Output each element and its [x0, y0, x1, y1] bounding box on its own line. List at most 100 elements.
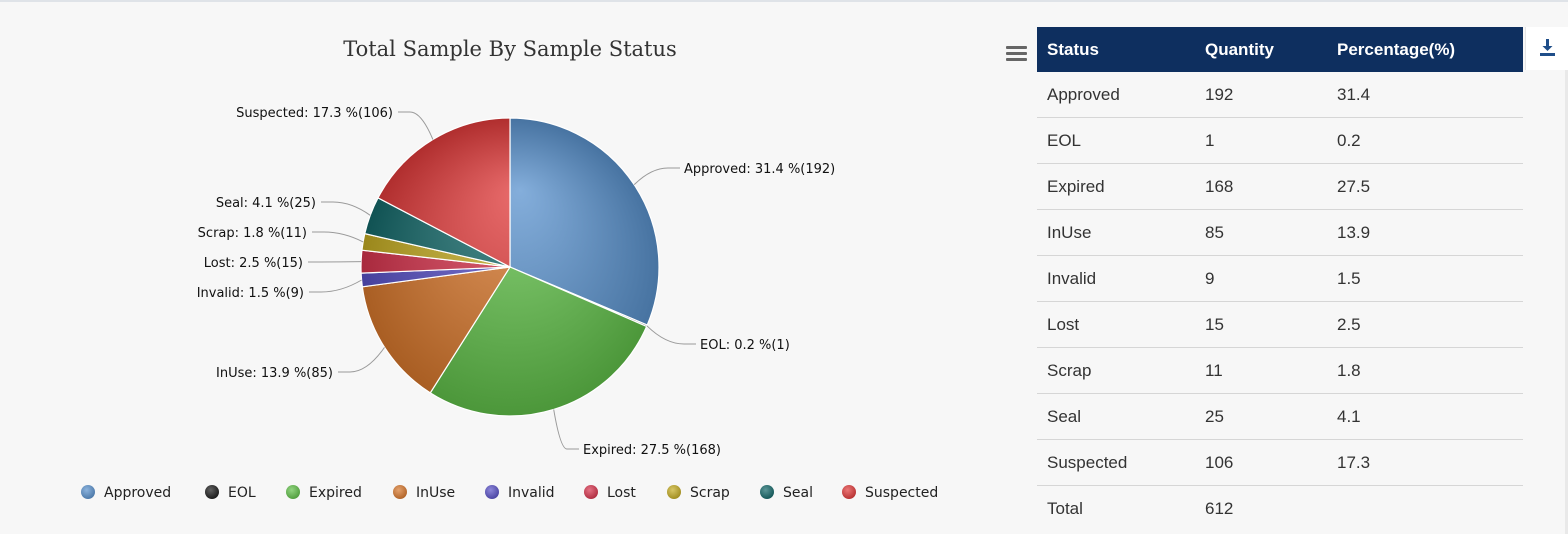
legend-marker-lost [584, 485, 598, 499]
header-quantity[interactable]: Quantity [1195, 27, 1327, 72]
legend-label-invalid: Invalid [508, 485, 555, 501]
cell-quantity: 85 [1195, 209, 1327, 256]
chart-legend: Approved EOL Expired InUse Invalid Lost Scrap S… [81, 485, 938, 501]
label-connectors [308, 111, 696, 450]
legend-marker-invalid [485, 485, 499, 499]
cell-percentage: 27.5 [1327, 163, 1523, 210]
data-label-suspected: Suspected: 17.3 %(106) [236, 106, 393, 121]
legend-item-inuse[interactable]: InUse [393, 485, 455, 501]
cell-quantity: 612 [1195, 485, 1327, 531]
legend-label-expired: Expired [309, 485, 362, 501]
hamburger-icon [1005, 46, 1027, 49]
legend-item-lost[interactable]: Lost [584, 485, 636, 501]
cell-status: Expired [1037, 163, 1195, 210]
table-row: InUse 85 13.9 [1037, 209, 1523, 256]
legend-marker-approved [81, 485, 95, 499]
cell-percentage: 1.8 [1327, 347, 1523, 394]
chart-menu-button[interactable] [1001, 40, 1031, 68]
legend-item-invalid[interactable]: Invalid [485, 485, 555, 501]
table-header-row: Status Quantity Percentage(%) [1037, 27, 1523, 72]
legend-label-approved: Approved [104, 485, 171, 501]
cell-quantity: 192 [1195, 72, 1327, 118]
cell-status: InUse [1037, 209, 1195, 256]
scrollbar-track[interactable] [1565, 70, 1568, 534]
pie-slice-approved[interactable] [509, 117, 660, 326]
data-label-approved: Approved: 31.4 %(192) [684, 162, 835, 177]
data-label-seal: Seal: 4.1 %(25) [216, 196, 316, 211]
cell-status: Approved [1037, 72, 1195, 118]
table-row: Invalid 9 1.5 [1037, 255, 1523, 302]
legend-label-inuse: InUse [416, 485, 455, 501]
legend-marker-inuse [393, 485, 407, 499]
connector-scrap [312, 231, 364, 243]
cell-percentage: 0.2 [1327, 117, 1523, 164]
cell-percentage: 4.1 [1327, 393, 1523, 440]
table-row: Seal 25 4.1 [1037, 393, 1523, 440]
legend-marker-seal [760, 485, 774, 499]
table-row: Lost 15 2.5 [1037, 301, 1523, 348]
download-icon [1540, 39, 1555, 56]
status-table: Status Quantity Percentage(%) Approved 19… [1037, 27, 1523, 531]
cell-status: Invalid [1037, 255, 1195, 302]
legend-label-lost: Lost [607, 485, 636, 501]
data-label-scrap: Scrap: 1.8 %(11) [198, 226, 307, 241]
table-total-row: Total 612 [1037, 485, 1523, 531]
header-status[interactable]: Status [1037, 27, 1195, 72]
cell-percentage [1327, 485, 1523, 531]
data-label-expired: Expired: 27.5 %(168) [583, 443, 721, 458]
legend-item-eol[interactable]: EOL [205, 485, 256, 501]
cell-quantity: 25 [1195, 393, 1327, 440]
legend-item-approved[interactable]: Approved [81, 485, 171, 501]
cell-status: EOL [1037, 117, 1195, 164]
legend-marker-scrap [667, 485, 681, 499]
data-label-invalid: Invalid: 1.5 %(9) [197, 286, 304, 301]
table-row: Approved 192 31.4 [1037, 72, 1523, 118]
cell-quantity: 168 [1195, 163, 1327, 210]
cell-status: Lost [1037, 301, 1195, 348]
pie-slice-suspected[interactable] [377, 117, 511, 268]
cell-quantity: 15 [1195, 301, 1327, 348]
connector-invalid [309, 279, 362, 293]
cell-percentage: 2.5 [1327, 301, 1523, 348]
connector-seal [321, 201, 371, 216]
legend-item-suspected[interactable]: Suspected [842, 485, 938, 501]
cell-status: Total [1037, 485, 1195, 531]
cell-quantity: 9 [1195, 255, 1327, 302]
header-percentage[interactable]: Percentage(%) [1327, 27, 1523, 72]
cell-status: Seal [1037, 393, 1195, 440]
connector-inuse [338, 347, 385, 373]
data-labels: Approved: 31.4 %(192) EOL: 0.2 %(1) Expire… [197, 106, 836, 458]
table-row: Suspected 106 17.3 [1037, 439, 1523, 486]
top-border [0, 0, 1568, 2]
legend-marker-expired [286, 485, 300, 499]
connector-eol [646, 325, 696, 345]
cell-percentage: 13.9 [1327, 209, 1523, 256]
pie-slices [360, 117, 660, 417]
table-row: EOL 1 0.2 [1037, 117, 1523, 164]
pie-slice-inuse[interactable] [361, 266, 512, 394]
data-label-inuse: InUse: 13.9 %(85) [216, 366, 333, 381]
legend-label-scrap: Scrap [690, 485, 730, 501]
legend-label-eol: EOL [228, 485, 256, 501]
legend-item-expired[interactable]: Expired [286, 485, 362, 501]
cell-quantity: 11 [1195, 347, 1327, 394]
cell-quantity: 1 [1195, 117, 1327, 164]
legend-label-suspected: Suspected [865, 485, 938, 501]
legend-item-scrap[interactable]: Scrap [667, 485, 730, 501]
pie-chart: Total Sample By Sample Status Approved: … [81, 37, 938, 501]
cell-quantity: 106 [1195, 439, 1327, 486]
cell-percentage: 1.5 [1327, 255, 1523, 302]
cell-percentage: 17.3 [1327, 439, 1523, 486]
connector-approved [633, 167, 680, 186]
connector-suspected [398, 111, 434, 140]
legend-marker-eol [205, 485, 219, 499]
status-table-container: Status Quantity Percentage(%) Approved 19… [1037, 27, 1523, 531]
cell-percentage: 31.4 [1327, 72, 1523, 118]
data-label-lost: Lost: 2.5 %(15) [204, 256, 303, 271]
download-button[interactable] [1525, 27, 1568, 70]
legend-label-seal: Seal [783, 485, 813, 501]
legend-item-seal[interactable]: Seal [760, 485, 813, 501]
cell-status: Scrap [1037, 347, 1195, 394]
table-row: Expired 168 27.5 [1037, 163, 1523, 210]
connector-expired [553, 409, 579, 450]
